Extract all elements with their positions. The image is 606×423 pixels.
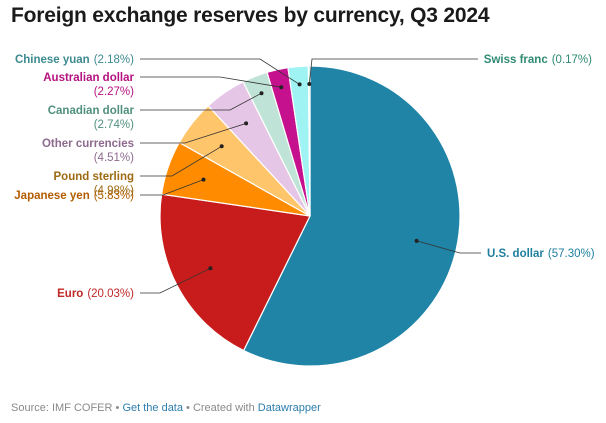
slice-label-swiss-franc: Swiss franc (0.17%) <box>484 54 592 66</box>
leader-line-chinese-yuan <box>140 58 300 85</box>
leader-line-euro <box>140 267 211 294</box>
source-text: Source: IMF COFER <box>11 402 113 414</box>
leader-dot-australian-dollar <box>279 85 284 90</box>
slice-label-chinese-yuan: Chinese yuan (2.18%) <box>15 54 134 66</box>
get-the-data-link[interactable]: Get the data <box>122 402 183 414</box>
slice-label-japanese-yen: Japanese yen (5.83%) <box>14 190 134 202</box>
leader-dot-swiss-franc <box>307 82 312 86</box>
leader-line-pound-sterling <box>140 145 222 177</box>
chart-title: Foreign exchange reserves by currency, Q… <box>11 4 490 27</box>
footer-separator: • <box>112 402 123 414</box>
slice-label-canadian-dollar: Canadian dollar (2.74%) <box>48 105 135 131</box>
leader-dot-canadian-dollar <box>259 91 264 96</box>
pie-slice-euro <box>159 193 311 352</box>
slice-label-euro: Euro (20.03%) <box>57 288 134 300</box>
slice-label-australian-dollar: Australian dollar (2.27%) <box>43 72 134 98</box>
pie-slices <box>159 65 461 367</box>
pie-slice-u-s-dollar <box>242 65 461 367</box>
leader-dot-chinese-yuan <box>297 82 302 87</box>
leader-line-australian-dollar <box>140 76 282 88</box>
leader-dot-other-currencies <box>244 121 249 126</box>
leader-line-japanese-yen <box>140 179 204 196</box>
leader-line-u-s-dollar <box>416 240 481 254</box>
leader-dot-euro <box>208 266 213 271</box>
slice-label-u-s-dollar: U.S. dollar (57.30%) <box>487 248 595 260</box>
leader-line-swiss-franc <box>308 58 478 85</box>
leader-dot-u-s-dollar <box>414 238 419 243</box>
slice-label-pound-sterling: Pound sterling (4.98%) <box>54 171 135 197</box>
leader-line-other-currencies <box>140 123 247 144</box>
created-with-text: • Created with <box>182 402 258 414</box>
slice-labels: U.S. dollar (57.30%) Euro (20.03%) Japanese … <box>14 54 594 300</box>
chart-footer: Source: IMF COFER • Get the data • Creat… <box>11 402 321 414</box>
leader-dot-japanese-yen <box>201 177 206 182</box>
label-leaders <box>140 58 481 294</box>
pie-slice-swiss-franc <box>307 65 311 217</box>
leader-line-canadian-dollar <box>140 92 262 111</box>
datawrapper-link[interactable]: Datawrapper <box>257 402 321 414</box>
slice-label-other-currencies: Other currencies (4.51%) <box>42 138 134 164</box>
leader-dot-pound-sterling <box>219 144 224 149</box>
